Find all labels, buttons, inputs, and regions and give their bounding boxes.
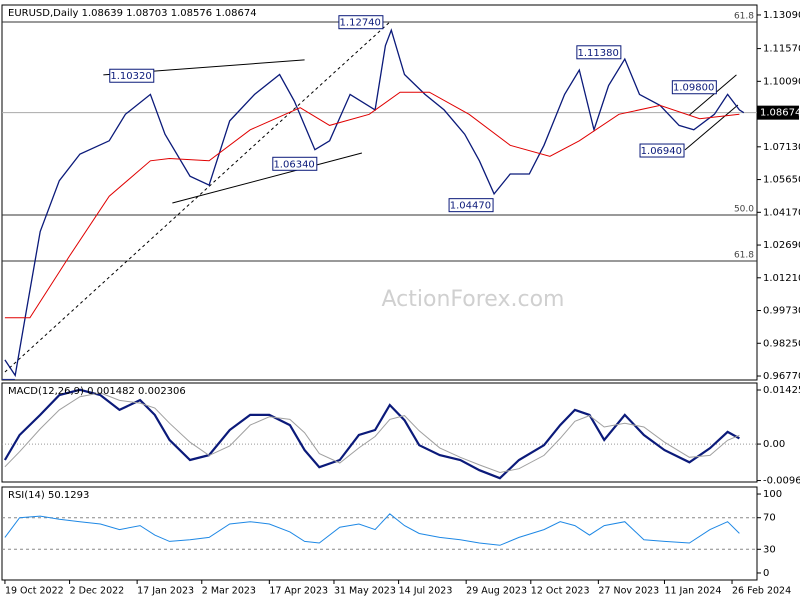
panel-title: EURUSD,Daily — [8, 8, 79, 19]
annotation-label: 1.11380 — [578, 48, 619, 59]
x-tick-label: 17 Apr 2023 — [269, 586, 328, 597]
annotation-box — [2, 378, 15, 380]
fib-label: 50.0 — [734, 204, 754, 214]
y-tick-label: 0 — [763, 568, 769, 579]
annotation-label: 1.04470 — [450, 201, 491, 212]
header-value: 1.08703 — [126, 8, 167, 19]
y-tick-label: -0.009617 — [763, 476, 800, 487]
panel-plot — [2, 388, 757, 480]
current-price-box — [757, 105, 799, 120]
y-tick-label: 0.014251 — [763, 385, 800, 396]
trendline — [684, 104, 739, 151]
x-tick-label: 14 Jul 2023 — [399, 586, 453, 597]
annotation-box — [109, 68, 155, 83]
annotation-label: 1.10320 — [110, 71, 151, 82]
x-tick-label: 12 Oct 2023 — [531, 586, 590, 597]
x-tick-label: 27 Nov 2023 — [598, 586, 659, 597]
panel-header: RSI(14) 50.1293 — [8, 490, 89, 501]
macd-panel — [1, 382, 758, 483]
annotation-label: 1.09800 — [673, 83, 714, 94]
rsi-panel — [1, 486, 758, 581]
trendline — [689, 74, 737, 116]
x-tick-label: 26 Feb 2024 — [732, 586, 791, 597]
y-tick-label: 0.00 — [763, 439, 785, 450]
x-tick-label: 2 Dec 2022 — [70, 586, 125, 597]
x-tick-label: 11 Jan 2024 — [664, 586, 721, 597]
current-price-label: 1.08674 — [760, 108, 800, 119]
y-tick-label: 1.13090 — [763, 10, 800, 21]
fib-label: 61.8 — [734, 250, 754, 260]
x-tick-label: 31 May 2023 — [334, 586, 396, 597]
y-tick-label: 100 — [763, 489, 782, 500]
series-line — [4, 91, 740, 319]
y-tick-label: 1.07130 — [763, 142, 800, 153]
y-tick-label: 1.01210 — [763, 273, 800, 284]
series-line — [4, 392, 740, 474]
x-tick-label: 19 Oct 2022 — [5, 586, 64, 597]
y-tick-label: 1.11570 — [763, 44, 800, 55]
panel-header: EURUSD,Daily 1.08639 1.08703 1.08576 1.0… — [8, 8, 257, 19]
annotation-label: 1.12740 — [340, 18, 381, 29]
y-tick-label: 70 — [763, 513, 776, 524]
watermark: ActionForex.com — [382, 287, 565, 312]
y-tick-label: 0.99730 — [763, 306, 800, 317]
panel-plot: 61.8 50.0 61.8 1.10320 1.12740 1.06340 1.04470… — [2, 12, 757, 380]
series-line — [4, 28, 745, 378]
header-value: 0.001482 — [87, 386, 135, 397]
trendline — [4, 21, 391, 373]
x-tick-label: 17 Jan 2023 — [137, 586, 194, 597]
annotation-label: 1.06940 — [641, 146, 682, 157]
series-line — [4, 513, 740, 546]
x-tick-label: 2 Mar 2023 — [202, 586, 256, 597]
header-value: 1.08674 — [215, 8, 256, 19]
fib-label: 61.8 — [734, 12, 754, 22]
y-tick-label: 30 — [763, 544, 776, 555]
y-tick-label: 1.02690 — [763, 240, 800, 251]
annotation-box — [338, 15, 384, 30]
header-value: 1.08576 — [171, 8, 212, 19]
annotation-box — [639, 143, 685, 158]
panel-header: MACD(12,26,9) 0.001482 0.002306 — [8, 386, 186, 397]
y-tick-label: 1.10090 — [763, 76, 800, 87]
annotation-box — [448, 198, 494, 213]
panel-title: MACD(12,26,9) — [8, 386, 84, 397]
annotation-box — [272, 156, 318, 171]
header-value: 1.08639 — [82, 8, 123, 19]
header-value: 0.002306 — [138, 386, 186, 397]
x-tick-label: 29 Aug 2023 — [466, 586, 527, 597]
series-line — [3, 388, 740, 480]
annotation-box — [671, 80, 717, 95]
trendline — [172, 152, 363, 204]
annotation-box — [576, 45, 622, 60]
panel-title: RSI(14) — [8, 490, 45, 501]
price-panel — [1, 4, 758, 381]
y-tick-label: 1.04170 — [763, 207, 800, 218]
header-value: 50.1293 — [48, 490, 89, 501]
annotation-label: 1.06340 — [273, 159, 314, 170]
y-tick-label: 1.05650 — [763, 175, 800, 186]
panel-plot — [2, 513, 757, 550]
